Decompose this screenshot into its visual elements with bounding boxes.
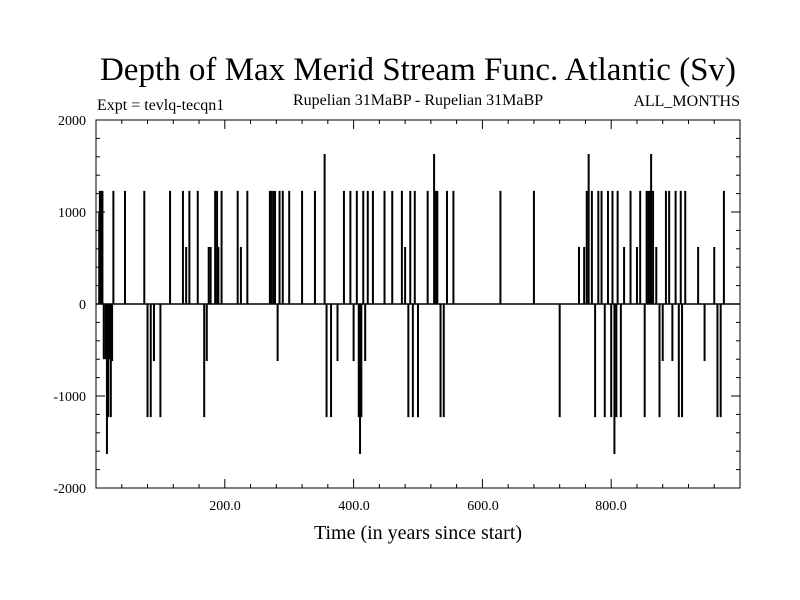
period-label: Rupelian 31MaBP - Rupelian 31MaBP (293, 92, 543, 109)
y-tick-label-minus-1000: -1000 (53, 390, 86, 405)
chart-title: Depth of Max Merid Stream Func. Atlantic… (100, 52, 736, 88)
x-tick-label-600: 600.0 (467, 499, 499, 514)
data-bars (98, 154, 725, 454)
plot-frame (95, 119, 741, 489)
y-tick-label-1000: 1000 (58, 206, 86, 221)
x-tick-label-800: 800.0 (595, 499, 627, 514)
x-tick-label-400: 400.0 (338, 499, 370, 514)
y-tick-label-minus-2000: -2000 (53, 482, 86, 497)
experiment-label: Expt = tevlq-tecqn1 (97, 97, 224, 114)
x-axis-label: Time (in years since start) (314, 522, 522, 544)
y-tick-label-0: 0 (79, 298, 86, 313)
x-tick-label-200: 200.0 (209, 499, 241, 514)
y-tick-label-2000: 2000 (58, 114, 86, 129)
months-label: ALL_MONTHS (633, 93, 740, 110)
